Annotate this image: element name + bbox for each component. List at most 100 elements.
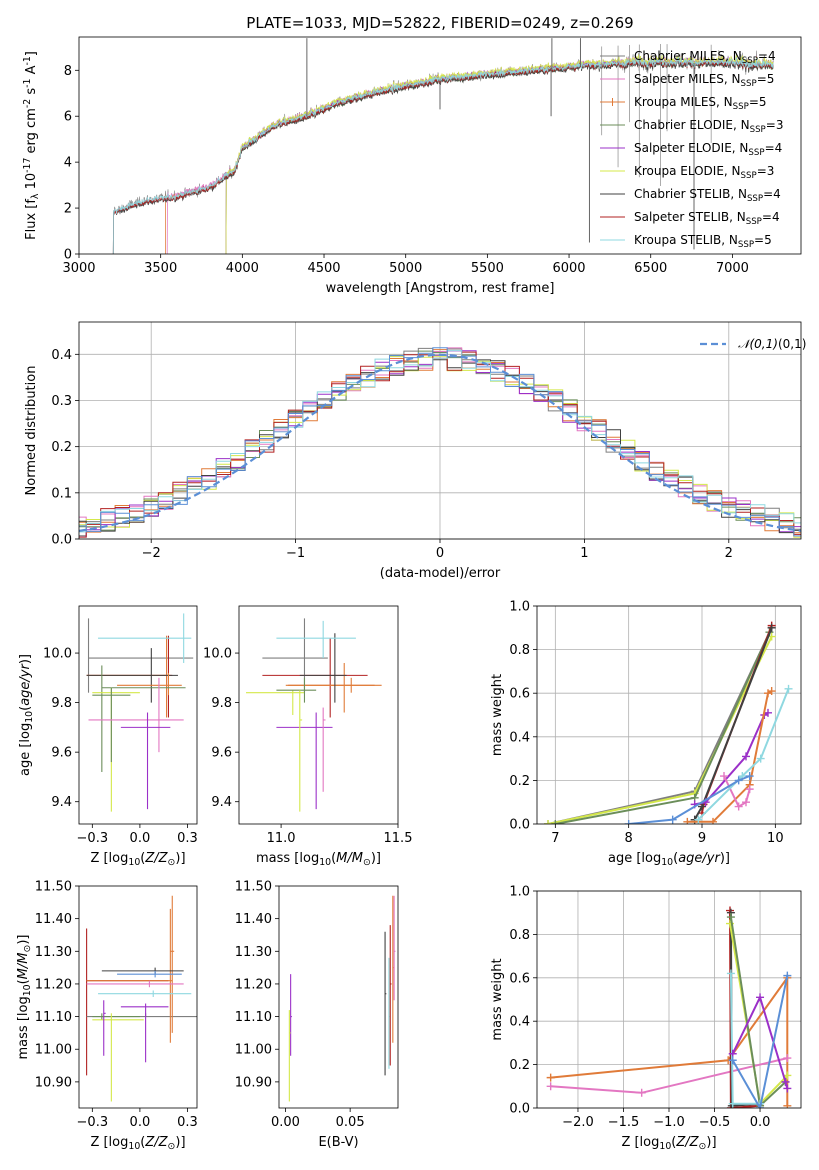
legend-label: Kroupa ELODIE, NSSP=3 bbox=[634, 164, 774, 181]
text-run: =4 bbox=[758, 49, 776, 63]
text-run: SSP bbox=[733, 102, 749, 112]
y-tick-label: 0.8 bbox=[509, 928, 530, 943]
weight-marker bbox=[683, 817, 692, 824]
plot-area bbox=[544, 621, 793, 824]
weight-marker bbox=[783, 1071, 792, 1080]
x-tick-label: 0.05 bbox=[336, 1115, 365, 1130]
x-axis-label: Z [log10(Z/Z⊙)] bbox=[621, 1135, 716, 1152]
x-tick-label: 7 bbox=[551, 831, 559, 846]
text-run: A bbox=[24, 65, 39, 78]
weight-marker bbox=[544, 820, 552, 824]
weight-marker bbox=[546, 1073, 555, 1082]
text-run: 10 bbox=[659, 1141, 671, 1152]
y-tick-label: 9.4 bbox=[211, 795, 232, 810]
text-run: 𝒩(0,1) bbox=[738, 337, 778, 351]
text-run: Flux [f bbox=[24, 199, 39, 240]
y-tick-label: 0.6 bbox=[509, 687, 530, 702]
weight-marker bbox=[742, 752, 750, 761]
plot-area bbox=[86, 613, 194, 812]
y-tick-label: 1.0 bbox=[509, 885, 530, 900]
x-tick-label: 0.0 bbox=[130, 831, 151, 846]
y-tick-label: 0.4 bbox=[509, 730, 530, 745]
x-tick-label: 0.3 bbox=[177, 1115, 198, 1130]
text-run: =5 bbox=[757, 72, 775, 86]
text-run: Kroupa ELODIE, N bbox=[634, 164, 741, 178]
weight-marker bbox=[624, 820, 633, 824]
text-run: )] bbox=[175, 851, 185, 866]
y-tick-label: 11.40 bbox=[235, 912, 272, 927]
x-tick-label: 3000 bbox=[62, 261, 95, 276]
text-run: mass weight bbox=[490, 958, 505, 1040]
text-run: Z/Z bbox=[144, 1135, 168, 1150]
weight-marker bbox=[720, 772, 728, 781]
weight-line bbox=[729, 916, 787, 1108]
text-run: wavelength [Angstrom, rest frame] bbox=[326, 281, 555, 296]
text-run: ⊙ bbox=[22, 945, 33, 953]
text-run: mass weight bbox=[490, 674, 505, 756]
y-tick-label: 0.2 bbox=[509, 774, 530, 789]
y-tick-label: 9.6 bbox=[51, 746, 72, 761]
plot-area bbox=[246, 618, 382, 812]
weight-line bbox=[731, 975, 789, 1108]
weight-marker bbox=[783, 1054, 792, 1063]
weight-marker bbox=[726, 969, 735, 978]
text-run: Salpeter MILES, N bbox=[634, 72, 741, 86]
text-run: =4 bbox=[762, 210, 780, 224]
text-run: mass [log bbox=[16, 996, 31, 1059]
x-tick-label: 9 bbox=[698, 831, 706, 846]
x-tick-label: 5500 bbox=[471, 261, 504, 276]
y-tick-label: 0.4 bbox=[509, 1015, 530, 1030]
text-run: age/yr bbox=[678, 851, 721, 866]
plot-area bbox=[112, 38, 774, 254]
x-tick-label: −0.5 bbox=[699, 1115, 731, 1130]
y-tick-label: 11.20 bbox=[235, 977, 272, 992]
legend-label: Salpeter MILES, NSSP=5 bbox=[634, 72, 774, 89]
text-run: =5 bbox=[754, 233, 772, 247]
y-tick-label: 11.20 bbox=[35, 977, 72, 992]
spectrum-line bbox=[112, 56, 774, 254]
text-run: Z [log bbox=[621, 1135, 659, 1150]
y-tick-label: 11.50 bbox=[35, 880, 72, 895]
text-run: ] bbox=[24, 51, 39, 56]
legend-label: Kroupa MILES, NSSP=5 bbox=[634, 95, 767, 112]
x-axis-label: age [log10(age/yr)] bbox=[608, 851, 730, 868]
text-run: 10 bbox=[24, 711, 35, 723]
legend-marker bbox=[608, 98, 617, 106]
x-axis-label: wavelength [Angstrom, rest frame] bbox=[326, 281, 555, 296]
text-run: SSP bbox=[748, 148, 764, 158]
text-run: =4 bbox=[763, 187, 781, 201]
x-tick-label: 11.0 bbox=[267, 831, 296, 846]
y-tick-label: 0.2 bbox=[51, 440, 72, 455]
weight-marker bbox=[784, 684, 793, 693]
axes-frame bbox=[78, 321, 802, 540]
y-tick-label: 0.3 bbox=[51, 394, 72, 409]
weight-marker bbox=[728, 1099, 737, 1108]
x-tick-label: 0.3 bbox=[177, 831, 198, 846]
y-tick-label: 8 bbox=[64, 64, 72, 79]
y-axis-label: Normed distribution bbox=[24, 366, 39, 496]
x-tick-label: 1 bbox=[580, 546, 588, 561]
weight-marker bbox=[781, 1077, 790, 1086]
text-run: SSP bbox=[738, 240, 754, 250]
text-run: (0,1) bbox=[778, 337, 806, 351]
axes-residuals: −2 −1 0 1 2 0.0 0.1 0.2 0.3 0.4 (data-model)/error… bbox=[24, 321, 806, 581]
y-tick-label: 0 bbox=[64, 248, 72, 263]
y-tick-label: 0.2 bbox=[509, 1058, 530, 1073]
y-axis-label: mass weight bbox=[490, 958, 505, 1040]
weight-line bbox=[687, 690, 773, 823]
y-tick-label: 9.4 bbox=[51, 795, 72, 810]
spectrum-line bbox=[112, 59, 774, 254]
x-tick-label: −2 bbox=[142, 546, 161, 561]
y-tick-label: 10.90 bbox=[235, 1075, 272, 1090]
text-run: Z [log bbox=[90, 1135, 128, 1150]
weight-marker bbox=[728, 1056, 737, 1065]
y-tick-label: 10.90 bbox=[35, 1075, 72, 1090]
weight-marker bbox=[668, 815, 677, 824]
axes-frame bbox=[238, 605, 399, 825]
weight-marker bbox=[745, 785, 754, 794]
text-run: ⊙ bbox=[168, 857, 176, 868]
y-tick-label: 0.0 bbox=[509, 818, 530, 833]
weight-marker bbox=[694, 815, 703, 824]
x-tick-label: 6000 bbox=[552, 261, 585, 276]
